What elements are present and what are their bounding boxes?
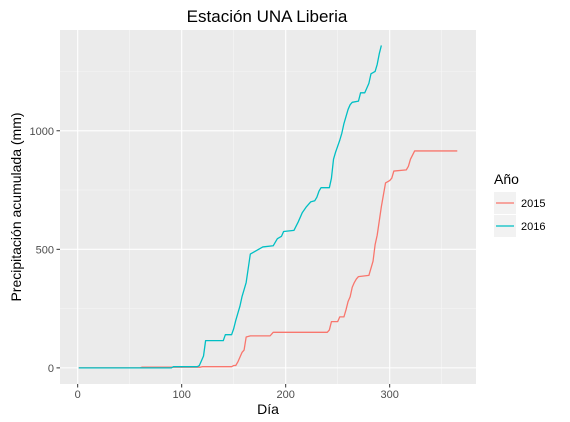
x-tick-label: 300	[381, 389, 399, 401]
x-axis-title: Día	[257, 401, 279, 417]
y-axis-title: Precipitación acumulada (mm)	[8, 112, 24, 301]
legend-label-2015: 2015	[521, 198, 545, 210]
y-tick-label: 1000	[30, 126, 54, 138]
y-tick-label: 0	[48, 363, 54, 375]
legend-title: Año	[494, 171, 519, 187]
series-line-2015	[78, 150, 458, 369]
x-tick-label: 100	[173, 389, 191, 401]
x-tick-label: 200	[277, 389, 295, 401]
plot-panel	[60, 30, 476, 384]
chart-title: Estación UNA Liberia	[187, 7, 348, 26]
series-layer	[78, 45, 458, 369]
series-line-2016	[78, 45, 382, 369]
legend-label-2016: 2016	[521, 221, 545, 233]
legend: Año 2015 2016	[494, 171, 545, 237]
x-tick-label: 0	[75, 389, 81, 401]
axis-ticks: 0 100 200 300 0 500 1000	[30, 126, 399, 401]
y-tick-label: 500	[36, 244, 54, 256]
grid-minor	[60, 30, 476, 384]
